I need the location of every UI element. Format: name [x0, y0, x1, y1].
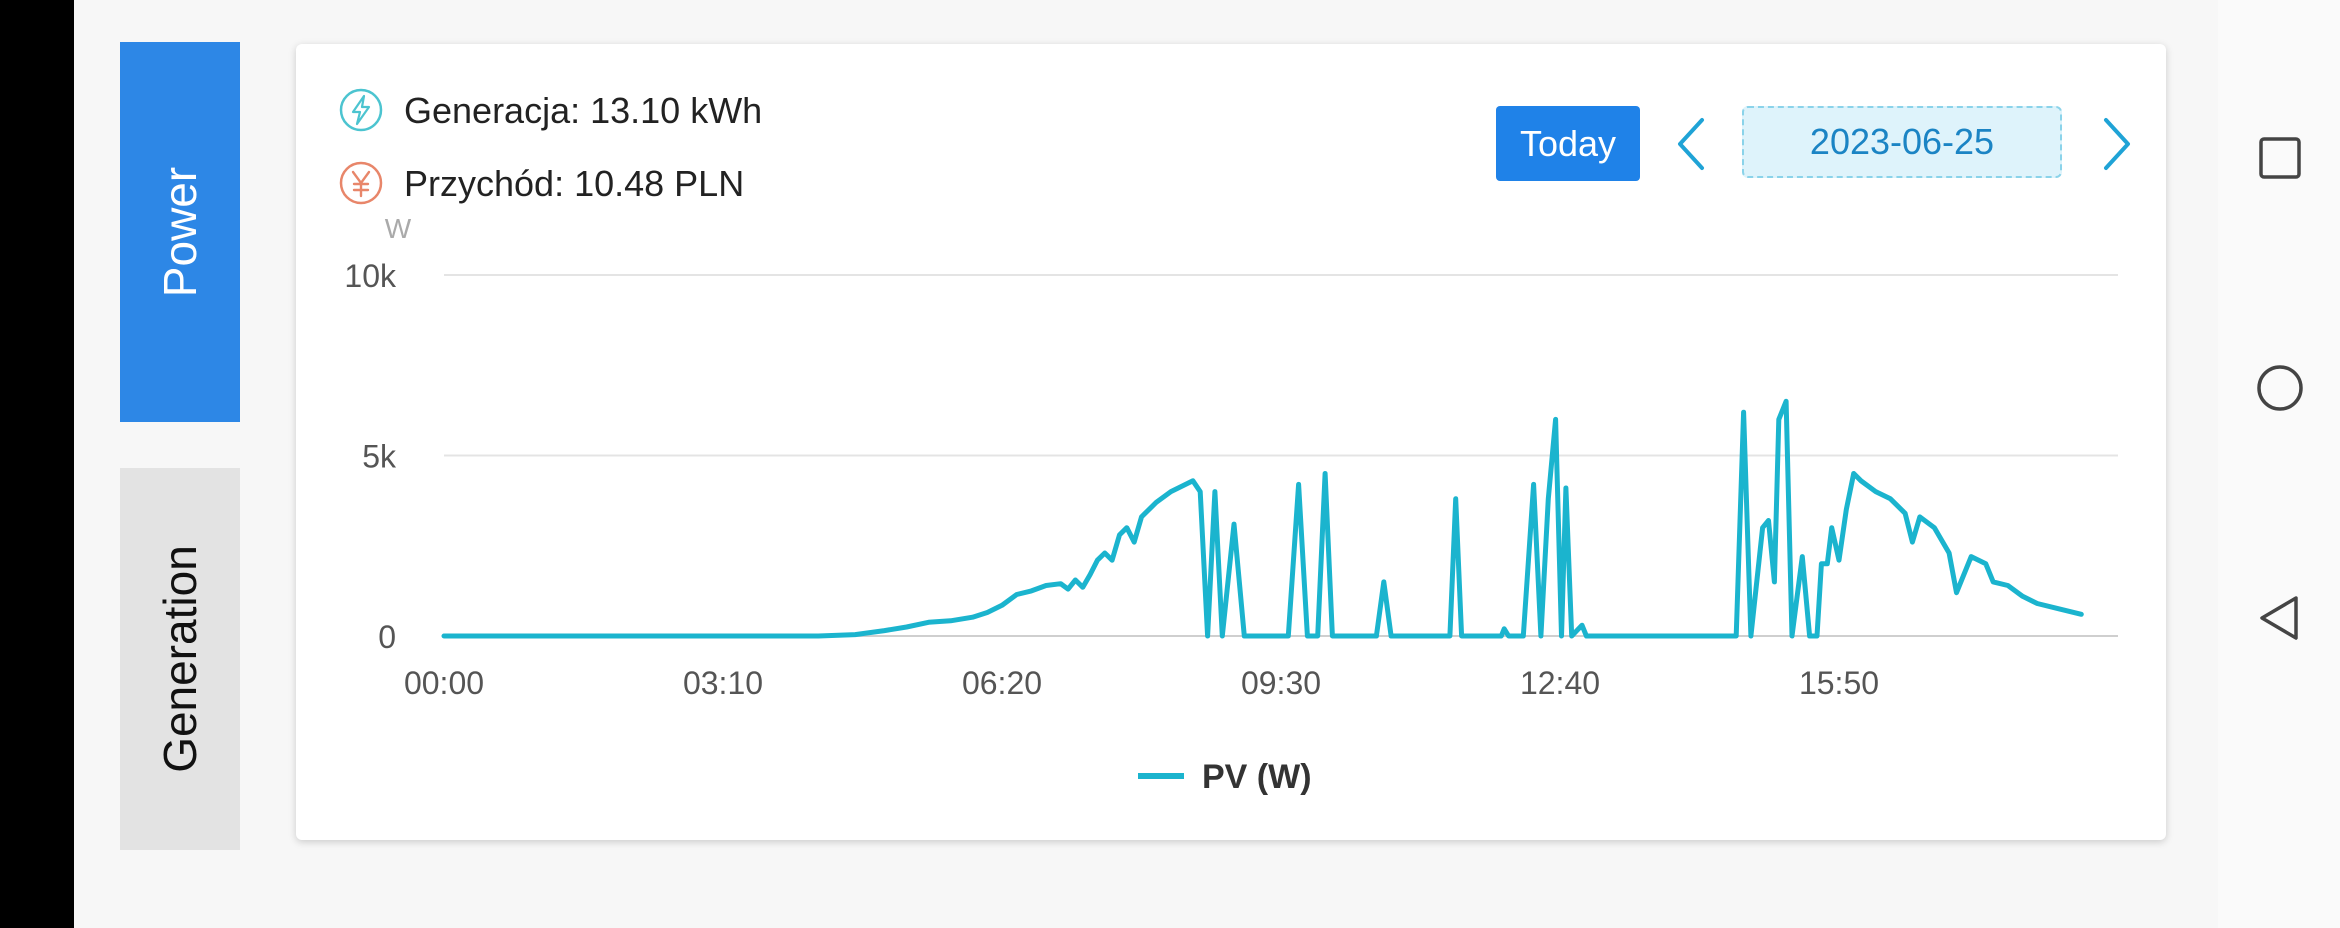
y-axis-ticks: 0 5k 10k [344, 258, 397, 655]
revenue-label: Przychód: [404, 163, 565, 204]
left-bezel [0, 0, 74, 928]
tab-generation-label: Generation [154, 545, 207, 773]
system-nav-bar [2218, 0, 2340, 928]
today-button[interactable]: Today [1496, 106, 1640, 181]
generation-value: 13.10 kWh [590, 90, 763, 131]
yen-icon [339, 161, 383, 205]
tab-power[interactable]: Power [120, 42, 240, 422]
x-axis-ticks: 00:00 03:10 06:20 09:30 12:40 15:50 [404, 665, 1879, 701]
chevron-left-icon[interactable] [1672, 114, 1712, 174]
generation-label: Generacja: [404, 90, 581, 131]
y-tick-label: 5k [362, 439, 397, 475]
y-unit-label: W [385, 213, 412, 244]
x-tick-label: 00:00 [404, 665, 484, 701]
home-icon[interactable] [2250, 358, 2310, 418]
back-icon[interactable] [2250, 588, 2310, 648]
tab-power-label: Power [154, 166, 207, 298]
chart-grid [444, 274, 2118, 637]
recent-apps-icon[interactable] [2250, 128, 2310, 188]
generation-stat: Generacja: 13.10 kWh [404, 90, 762, 132]
x-tick-label: 12:40 [1520, 665, 1600, 701]
x-tick-label: 03:10 [683, 665, 763, 701]
revenue-value: 10.48 PLN [574, 163, 745, 204]
revenue-stat: Przychód: 10.48 PLN [404, 163, 744, 205]
pv-series-line [441, 398, 2084, 639]
y-tick-label: 0 [378, 619, 396, 655]
x-tick-label: 09:30 [1241, 665, 1321, 701]
x-tick-label: 06:20 [962, 665, 1042, 701]
chevron-right-icon[interactable] [2096, 114, 2136, 174]
legend-label: PV (W) [1202, 758, 1312, 796]
y-tick-label: 10k [344, 258, 397, 294]
tab-generation[interactable]: Generation [120, 468, 240, 850]
date-picker[interactable]: 2023-06-25 [1742, 106, 2062, 178]
lightning-icon [339, 88, 383, 132]
chart-legend[interactable]: PV (W) [1138, 758, 1312, 796]
x-tick-label: 15:50 [1799, 665, 1879, 701]
